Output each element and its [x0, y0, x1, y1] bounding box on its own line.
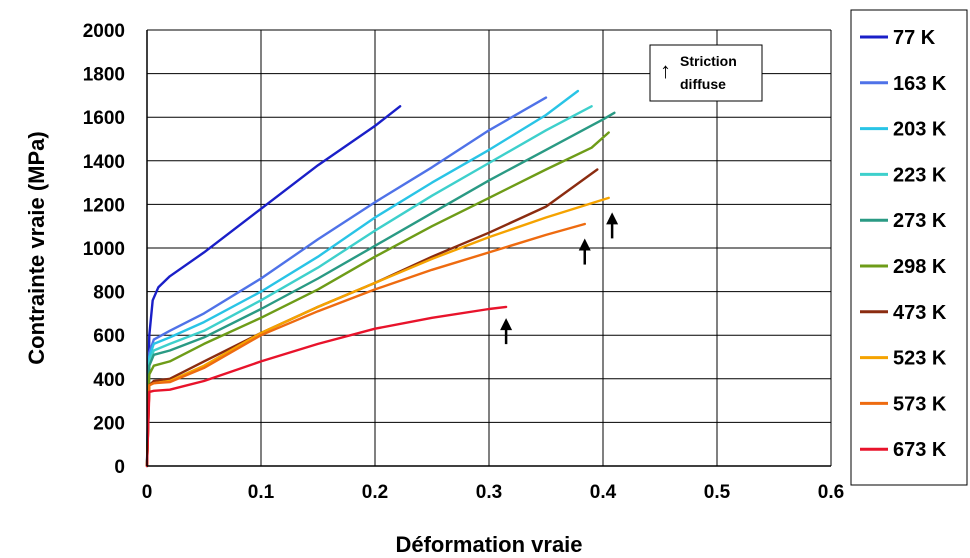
y-tick-label: 1800: [83, 65, 125, 86]
annotation-line2: diffuse: [680, 76, 726, 92]
y-tick-label: 400: [93, 370, 125, 391]
legend-item: 473 K: [860, 302, 947, 324]
y-tick-label: 200: [93, 413, 125, 434]
x-axis-title: Déformation vraie: [395, 532, 582, 557]
y-tick-label: 1600: [83, 108, 125, 129]
y-tick-label: 800: [93, 283, 125, 304]
striction-arrow-icon: [606, 212, 619, 239]
legend-item: 298 K: [860, 256, 947, 278]
legend-label: 473 K: [893, 302, 947, 324]
annotation-arrow-icon: ↑: [660, 58, 671, 83]
series-lines: [145, 89, 616, 468]
y-tick-label: 600: [93, 326, 125, 347]
axes: [146, 30, 831, 467]
y-tick-label: 0: [114, 457, 125, 478]
legend-item: 523 K: [860, 348, 947, 370]
series-line: [145, 131, 610, 468]
y-tick-label: 1200: [83, 195, 125, 216]
series-line: [145, 222, 586, 468]
series-line: [145, 305, 508, 468]
legend-item: 77 K: [860, 27, 936, 49]
series-line: [145, 111, 616, 468]
legend-item: 573 K: [860, 393, 947, 415]
legend-items: 77 K 163 K 203 K 223 K 273 K 298 K 473 K 523 K 5…: [860, 27, 947, 461]
x-tick-label: 0.4: [590, 482, 617, 503]
legend: 77 K 163 K 203 K 223 K 273 K 298 K 473 K 523 K 5…: [850, 9, 968, 486]
annotation-box: ↑ Striction diffuse: [649, 44, 763, 102]
striction-arrow-icon: [578, 238, 591, 265]
legend-item: 223 K: [860, 164, 947, 186]
x-tick-label: 0.1: [248, 482, 275, 503]
legend-item: 273 K: [860, 210, 947, 232]
striction-arrow-icon: [500, 318, 513, 345]
striction-markers: [500, 212, 619, 345]
legend-item: 163 K: [860, 73, 947, 95]
y-tick-label: 1000: [83, 239, 125, 260]
y-tick-label: 2000: [83, 21, 125, 42]
legend-label: 77 K: [893, 27, 936, 49]
series-line: [145, 105, 593, 468]
x-tick-label: 0.5: [704, 482, 731, 503]
y-tick-label: 1400: [83, 152, 125, 173]
legend-label: 223 K: [893, 164, 947, 186]
legend-item: 673 K: [860, 439, 947, 461]
x-tick-label: 0.6: [818, 482, 844, 503]
legend-label: 298 K: [893, 256, 947, 278]
annotation-frame: [649, 44, 763, 102]
legend-label: 573 K: [893, 393, 947, 415]
legend-item: 203 K: [860, 119, 947, 141]
annotation-line1: Striction: [680, 53, 737, 69]
series-line: [145, 96, 548, 468]
y-tick-labels: 0 200 400 600 800 1000 1200 1400 1600 1800 2000: [83, 21, 125, 478]
legend-label: 203 K: [893, 119, 947, 141]
series-line: [145, 89, 580, 468]
series-line: [145, 105, 402, 468]
x-tick-labels: 0 0.1 0.2 0.3 0.4 0.5 0.6: [142, 482, 845, 503]
legend-label: 523 K: [893, 348, 947, 370]
legend-label: 163 K: [893, 73, 947, 95]
legend-label: 273 K: [893, 210, 947, 232]
legend-label: 673 K: [893, 439, 947, 461]
y-axis-title: Contrainte vraie (MPa): [24, 131, 49, 365]
legend-frame: [850, 9, 968, 486]
x-tick-label: 0.2: [362, 482, 388, 503]
x-tick-label: 0: [142, 482, 153, 503]
x-tick-label: 0.3: [476, 482, 502, 503]
